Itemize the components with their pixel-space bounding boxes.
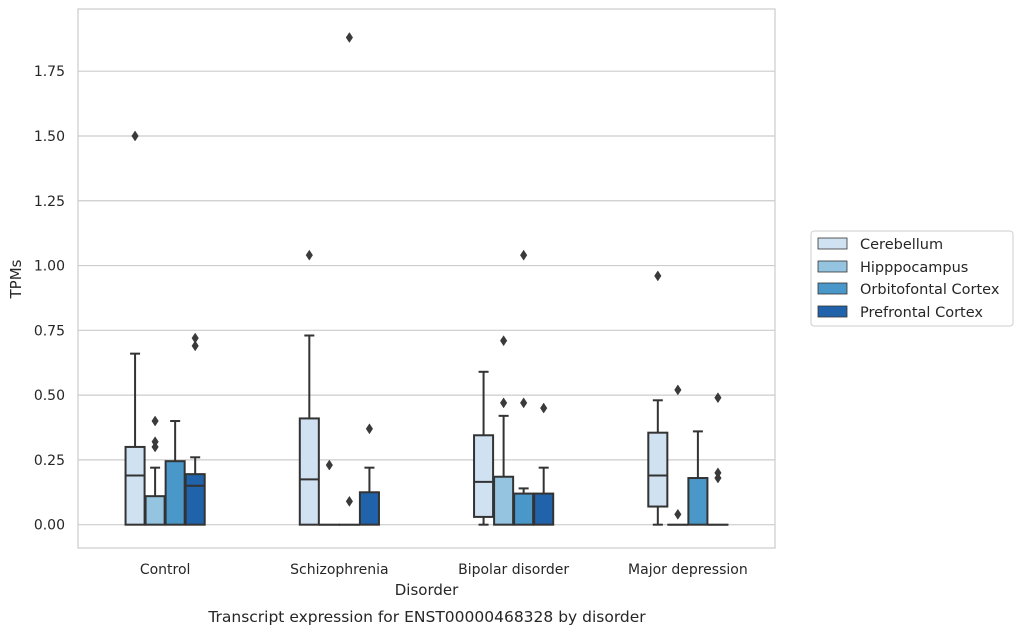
- legend-swatch-orbitofrontal: [817, 282, 848, 295]
- outlier-point: [305, 249, 313, 261]
- legend-swatch-cerebellum: [817, 237, 848, 250]
- outlier-point: [191, 332, 199, 344]
- outlier-point: [325, 459, 333, 471]
- x-axis-label: Disorder: [395, 581, 459, 599]
- outlier-point: [191, 340, 199, 352]
- x-tick-label: Bipolar disorder: [458, 562, 569, 578]
- box-body: [513, 492, 535, 526]
- box-body: [164, 460, 186, 526]
- y-tick-label: 0.50: [34, 388, 65, 404]
- legend-swatch-prefrontal: [817, 305, 848, 318]
- box-body: [493, 475, 515, 526]
- x-axis-ticks: Control Schizophrenia Bipolar disorder Majo…: [140, 562, 748, 578]
- box-body: [358, 491, 380, 526]
- y-axis-ticks: 0.00 0.25 0.50 0.75 1.00 1.25 1.50 1.75: [34, 64, 65, 533]
- outlier-point: [131, 130, 139, 142]
- box-body: [473, 434, 495, 518]
- plot-area-frame: [77, 8, 776, 549]
- outlier-point: [540, 402, 548, 414]
- box-body: [184, 473, 206, 526]
- outlier-point: [674, 508, 682, 520]
- box-body: [124, 445, 146, 526]
- y-tick-label: 1.75: [34, 64, 65, 80]
- outlier-point: [151, 436, 159, 448]
- box-body: [647, 431, 669, 508]
- outlier-point: [345, 32, 353, 43]
- chart-caption: Transcript expression for ENST0000046832…: [207, 608, 646, 626]
- box-0-1: [144, 415, 166, 526]
- box-0-3: [184, 332, 206, 526]
- box-3-1: [667, 384, 689, 526]
- box-1-0: [298, 249, 320, 526]
- outlier-point: [654, 270, 662, 282]
- box-3-3: [707, 392, 729, 526]
- box-1-1: [318, 459, 340, 526]
- box-0-0: [124, 130, 146, 526]
- outlier-point: [151, 415, 159, 427]
- outlier-point: [345, 495, 353, 507]
- outlier-point: [714, 392, 722, 404]
- box-1-3: [358, 423, 380, 526]
- box-body: [298, 417, 320, 526]
- box-3-0: [647, 270, 669, 526]
- box-2-0: [473, 370, 495, 526]
- outlier-point: [520, 249, 528, 261]
- box-body: [533, 492, 555, 526]
- legend-swatch-hippocampus: [817, 260, 848, 273]
- x-tick-label: Major depression: [628, 562, 748, 578]
- outlier-point: [500, 397, 508, 409]
- box-1-2: [338, 32, 360, 526]
- grid-lines: [78, 70, 775, 526]
- legend: Cerebellum Hipppocampus Orbitofontal Cor…: [810, 230, 1014, 327]
- outlier-point: [520, 397, 528, 409]
- y-tick-label: 0.00: [34, 518, 65, 534]
- legend-frame: [810, 230, 1014, 327]
- legend-label-orbitofrontal: Orbitofontal Cortex: [860, 282, 1000, 298]
- box-body: [144, 495, 166, 526]
- y-axis-label: TPMs: [7, 259, 25, 299]
- legend-label-cerebellum: Cerebellum: [860, 237, 943, 253]
- y-tick-label: 1.50: [34, 129, 65, 145]
- outlier-point: [674, 384, 682, 396]
- box-3-2: [687, 430, 709, 526]
- box-body: [687, 477, 709, 526]
- legend-label-prefrontal: Prefrontal Cortex: [860, 305, 983, 321]
- outlier-point: [500, 335, 508, 347]
- outlier-point: [714, 467, 722, 479]
- outlier-point: [365, 423, 374, 435]
- legend-label-hippocampus: Hipppocampus: [860, 260, 968, 276]
- y-tick-label: 1.00: [34, 259, 65, 275]
- y-tick-label: 0.75: [34, 323, 65, 339]
- box-series: [124, 32, 729, 526]
- box-2-3: [533, 402, 555, 526]
- box-2-2: [513, 249, 535, 526]
- y-tick-label: 1.25: [34, 194, 65, 210]
- x-tick-label: Control: [140, 562, 191, 578]
- y-tick-label: 0.25: [34, 453, 65, 469]
- x-tick-label: Schizophrenia: [290, 562, 388, 578]
- box-0-2: [164, 420, 186, 526]
- box-2-1: [493, 335, 515, 526]
